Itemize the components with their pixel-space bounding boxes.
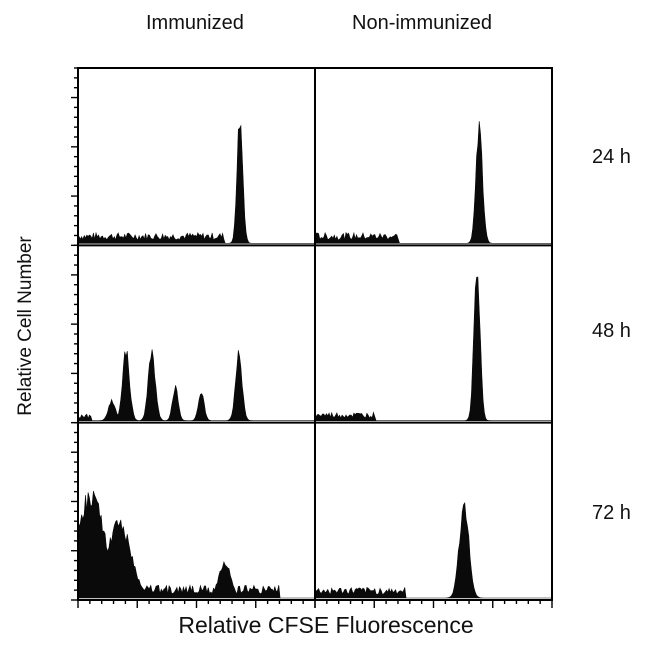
histogram-non-immunized-24h (315, 121, 552, 244)
histogram-immunized-72h (78, 490, 314, 599)
histogram-non-immunized-72h (315, 502, 551, 599)
row-label-72h: 72 h (592, 502, 631, 524)
row-label-48h: 48 h (592, 320, 631, 342)
column-title-immunized: Immunized (146, 12, 244, 34)
y-axis-label: Relative Cell Number (15, 236, 36, 416)
histogram-immunized-24h (78, 124, 315, 244)
column-title-non-immunized: Non-immunized (352, 12, 493, 34)
histogram-immunized-48h (78, 349, 315, 421)
x-axis-label: Relative CFSE Fluorescence (178, 612, 474, 638)
row-label-24h: 24 h (592, 146, 631, 168)
histogram-non-immunized-48h (315, 276, 552, 421)
